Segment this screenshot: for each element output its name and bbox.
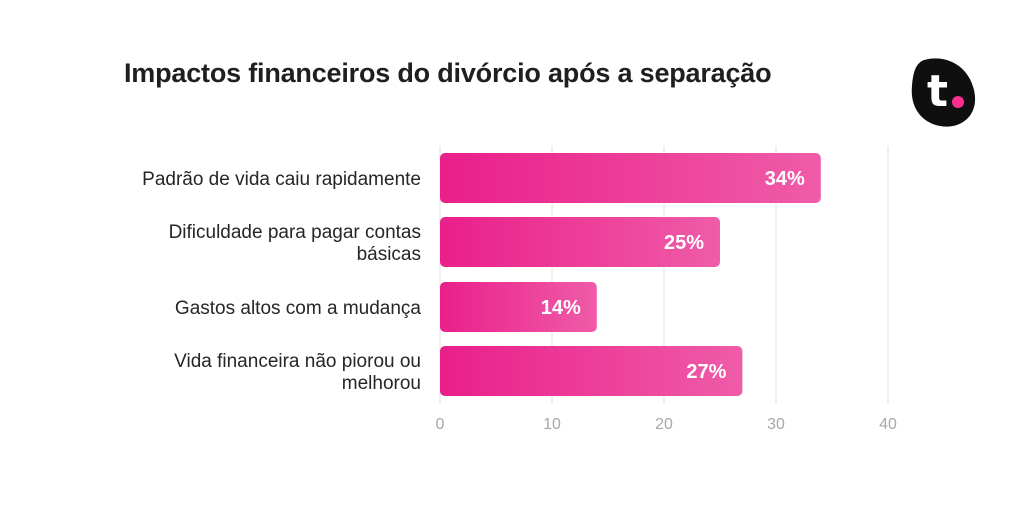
category-label: Vida financeira não piorou ou: [174, 351, 421, 372]
bar-value-label: 25%: [664, 232, 704, 254]
category-label: Gastos altos com a mudança: [175, 298, 421, 319]
x-axis-ticks: 0 10 20 30 40: [436, 416, 897, 433]
bar: [440, 153, 821, 203]
bar-value-label: 14%: [541, 297, 581, 319]
x-tick-label: 40: [879, 416, 897, 433]
bar: [440, 217, 720, 267]
x-tick-label: 0: [436, 416, 445, 433]
logo-dot: [952, 96, 964, 108]
bar: [440, 282, 597, 332]
x-tick-label: 10: [543, 416, 561, 433]
x-tick-label: 30: [767, 416, 785, 433]
bar-value-label: 27%: [686, 361, 726, 383]
category-labels: Padrão de vida caiu rapidamente Dificulda…: [142, 169, 421, 394]
bar-value-label: 34%: [765, 168, 805, 190]
category-label: Padrão de vida caiu rapidamente: [142, 169, 421, 190]
bars: 34% 25% 14% 27%: [440, 153, 821, 396]
category-label: básicas: [357, 244, 421, 265]
category-label: Dificuldade para pagar contas: [169, 222, 421, 243]
bar: [440, 346, 743, 396]
x-tick-label: 20: [655, 416, 673, 433]
category-label: melhorou: [342, 373, 421, 394]
logo-letter: t: [927, 66, 948, 117]
t-logo-icon: t: [911, 58, 976, 127]
chart-title: Impactos financeiros do divórcio após a …: [124, 58, 772, 88]
